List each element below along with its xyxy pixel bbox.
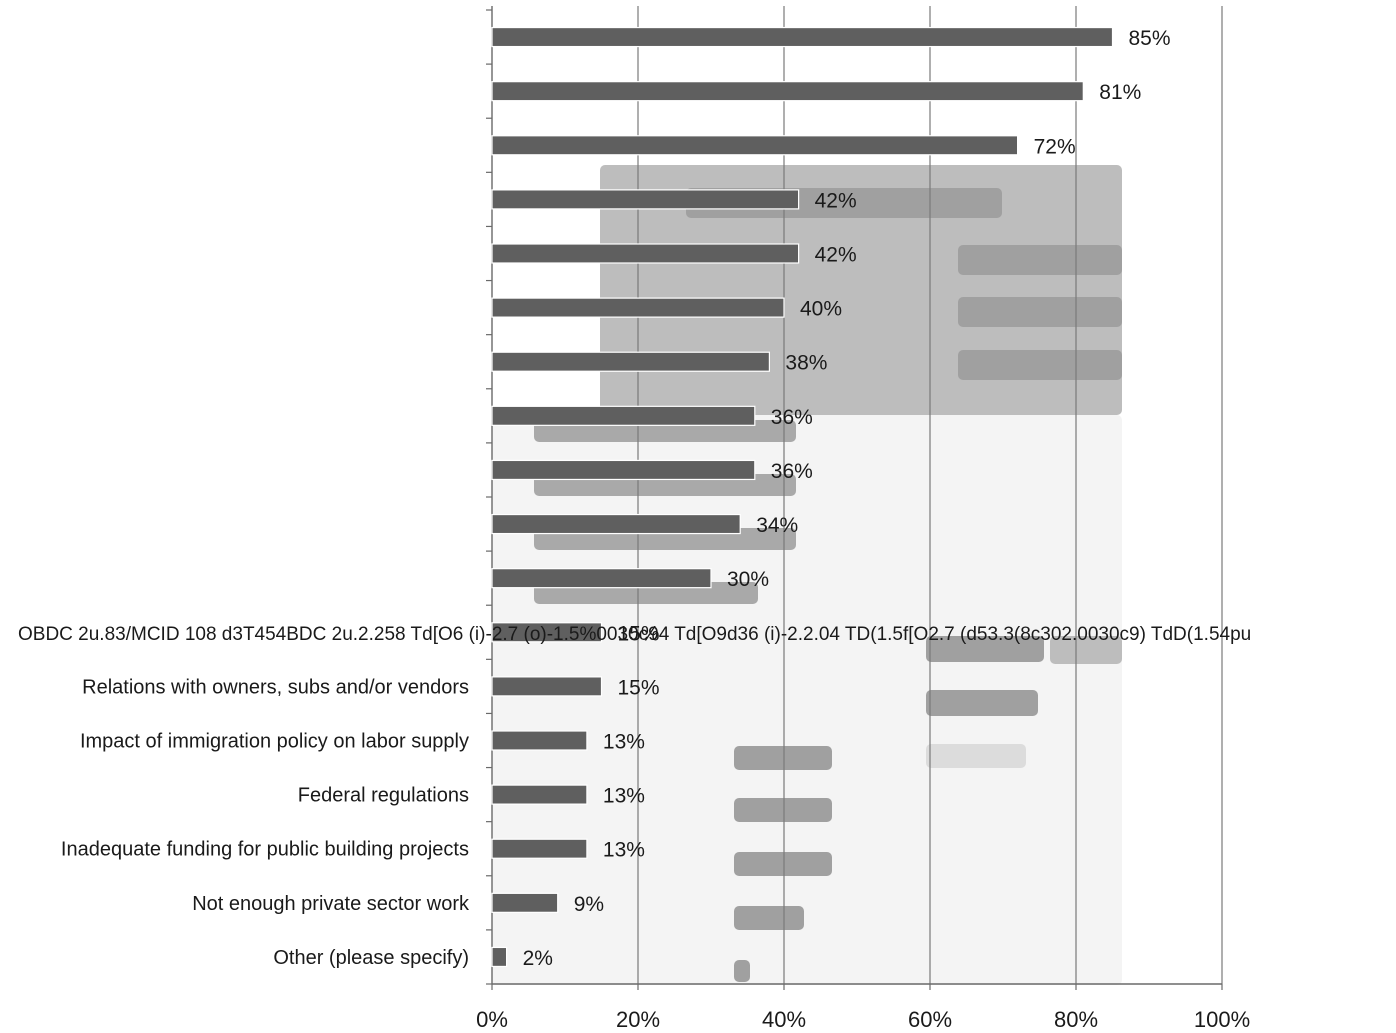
x-tick-label: 20%: [616, 1007, 660, 1032]
category-labels: Relations with owners, subs and/or vendo…: [61, 676, 470, 969]
gridlines: [637, 6, 1223, 984]
value-label: 72%: [1034, 135, 1076, 158]
category-label: Impact of immigration policy on labor su…: [80, 731, 469, 753]
garbled-label-text: OBDC 2u.83/MCID 108 d3T454BDC 2u.2.258 T…: [18, 624, 1251, 645]
artifact-ghost-bar: [734, 960, 750, 982]
value-label: 34%: [756, 514, 798, 537]
bar: [491, 568, 712, 589]
artifact-ghost-bar: [734, 906, 804, 930]
artifact-gray-block: [1050, 636, 1122, 664]
bar: [491, 513, 741, 535]
x-tick-label: 0%: [476, 1007, 508, 1032]
bar: [491, 26, 1114, 48]
value-label: 2%: [523, 947, 553, 970]
value-label: 9%: [574, 893, 604, 916]
bar: [491, 784, 588, 805]
category-label: Not enough private sector work: [192, 893, 470, 915]
category-label: Federal regulations: [298, 785, 469, 807]
artifact-ghost-bar: [734, 746, 832, 770]
artifact-light-block: [492, 415, 1122, 985]
value-label: 36%: [771, 406, 813, 429]
artifact-ghost-bar: [926, 636, 1044, 662]
x-tick-label: 60%: [908, 1007, 952, 1032]
artifact-ghost-bar: [958, 245, 1122, 275]
x-tick-label: 100%: [1194, 1007, 1250, 1032]
bar: [491, 405, 756, 426]
artifact-ghost-bar: [734, 798, 832, 822]
bar: [491, 351, 770, 372]
bar: [491, 892, 559, 913]
value-label: 13%: [603, 731, 645, 754]
artifact-ghost-bar: [958, 350, 1122, 380]
category-label: Other (please specify): [273, 947, 469, 969]
artifact-ghost-bar: [926, 690, 1038, 716]
bar: [491, 189, 800, 210]
category-label: Relations with owners, subs and/or vendo…: [82, 676, 469, 698]
value-label: 38%: [785, 352, 827, 375]
x-tick-label: 80%: [1054, 1007, 1098, 1032]
value-label: 40%: [800, 298, 842, 321]
category-label: Inadequate funding for public building p…: [61, 839, 469, 861]
value-label: 15%: [618, 622, 660, 645]
value-label: 81%: [1099, 81, 1141, 104]
value-label: 42%: [815, 189, 857, 212]
x-tick-label: 40%: [762, 1007, 806, 1032]
bar: [491, 297, 785, 318]
artifact-ghost-bar: [926, 744, 1026, 768]
bars: 85% 81% 72% 42% 42% 40% 38% 36% 36% 34% 30% 15% 15% 1…: [491, 26, 1171, 970]
bar: [491, 135, 1019, 156]
value-label: 42%: [815, 244, 857, 267]
value-label: 15%: [618, 676, 660, 699]
artifact-ghost-bar: [958, 297, 1122, 327]
value-label: 36%: [771, 460, 813, 483]
value-label: 85%: [1129, 27, 1171, 50]
bar: [491, 243, 800, 264]
bar: [491, 676, 603, 697]
value-label: 13%: [603, 785, 645, 808]
bar: [491, 730, 588, 751]
value-label: 13%: [603, 839, 645, 862]
value-label: 30%: [727, 568, 769, 591]
axes: 0% 20% 40% 60% 80% 100%: [476, 6, 1250, 1032]
bar: [491, 622, 603, 643]
artifact-ghost-bar: [734, 852, 832, 876]
bar: [491, 946, 508, 968]
bar: [491, 81, 1084, 102]
bar: [491, 459, 756, 481]
bar: [491, 838, 588, 859]
